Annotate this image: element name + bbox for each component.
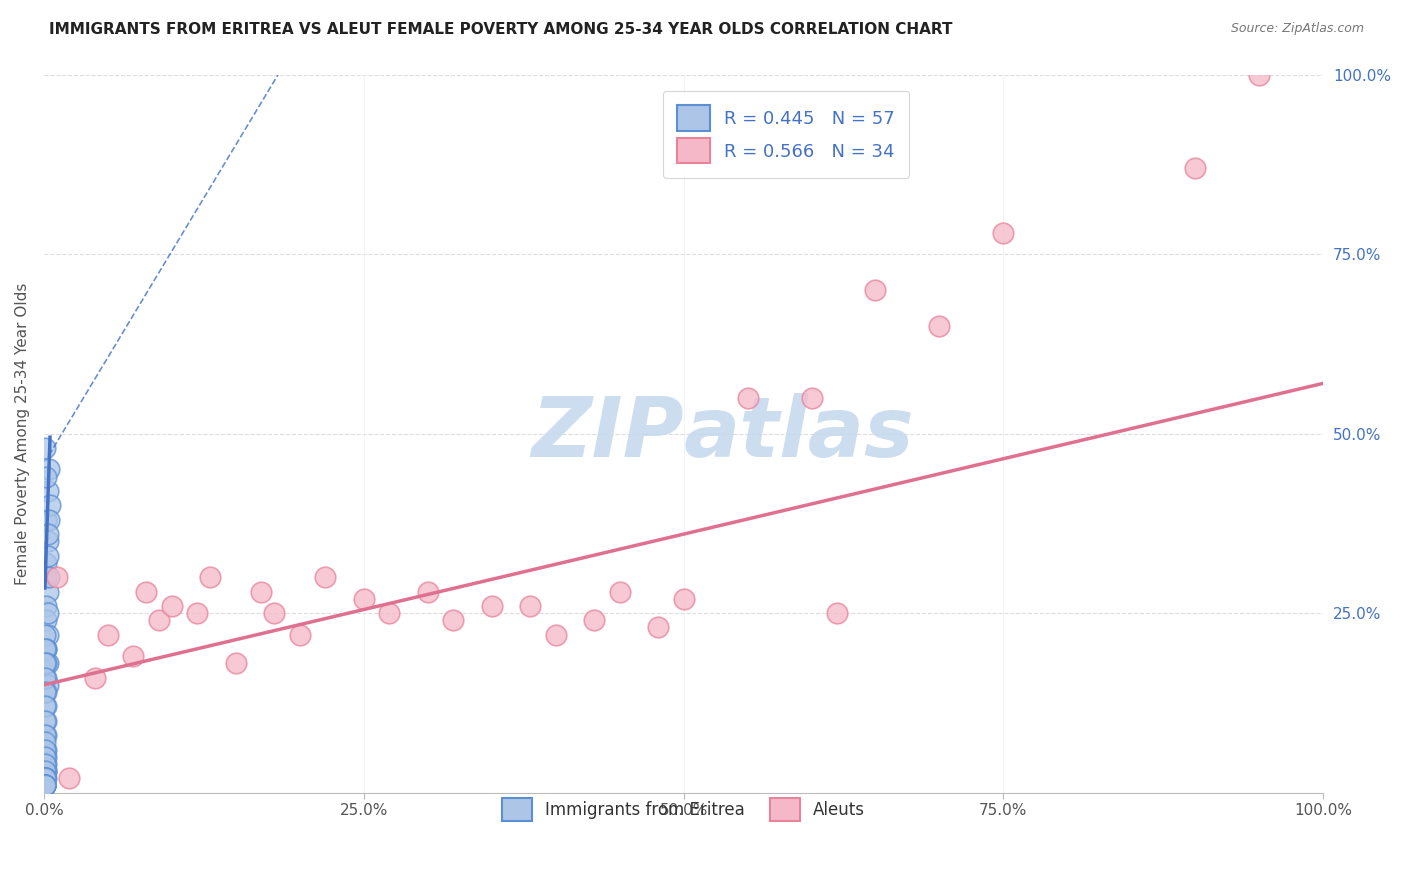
- Point: [1249, 68, 1271, 82]
- Point: [800, 391, 823, 405]
- Y-axis label: Female Poverty Among 25-34 Year Olds: Female Poverty Among 25-34 Year Olds: [15, 283, 30, 585]
- Point: [58, 772, 80, 786]
- Point: [38, 462, 60, 476]
- Point: [37, 549, 59, 563]
- Point: [225, 657, 247, 671]
- Point: [34, 628, 56, 642]
- Point: [865, 283, 887, 297]
- Point: [481, 599, 503, 613]
- Text: Source: ZipAtlas.com: Source: ZipAtlas.com: [1230, 22, 1364, 36]
- Point: [647, 620, 669, 634]
- Point: [35, 685, 58, 699]
- Point: [38, 570, 60, 584]
- Point: [34, 779, 56, 793]
- Point: [993, 226, 1015, 240]
- Point: [825, 606, 848, 620]
- Point: [34, 699, 56, 714]
- Text: atlas: atlas: [683, 393, 914, 474]
- Point: [37, 657, 59, 671]
- Point: [672, 591, 695, 606]
- Point: [35, 599, 58, 613]
- Point: [35, 657, 58, 671]
- Point: [250, 584, 273, 599]
- Point: [200, 570, 222, 584]
- Point: [34, 756, 56, 771]
- Point: [35, 657, 58, 671]
- Point: [34, 772, 56, 786]
- Point: [928, 318, 950, 333]
- Point: [97, 628, 120, 642]
- Point: [37, 584, 59, 599]
- Point: [37, 527, 59, 541]
- Point: [186, 606, 208, 620]
- Point: [38, 513, 60, 527]
- Point: [34, 642, 56, 657]
- Point: [582, 613, 605, 627]
- Point: [353, 591, 375, 606]
- Point: [34, 657, 56, 671]
- Point: [84, 671, 107, 685]
- Point: [34, 742, 56, 756]
- Point: [37, 483, 59, 498]
- Point: [35, 556, 58, 570]
- Point: [35, 749, 58, 764]
- Point: [544, 628, 567, 642]
- Point: [34, 764, 56, 778]
- Point: [35, 699, 58, 714]
- Point: [34, 685, 56, 699]
- Point: [148, 613, 170, 627]
- Point: [35, 671, 58, 685]
- Point: [35, 642, 58, 657]
- Point: [288, 628, 311, 642]
- Text: ZIP: ZIP: [531, 393, 683, 474]
- Point: [737, 391, 759, 405]
- Legend: Immigrants from Eritrea, Aleuts: Immigrants from Eritrea, Aleuts: [488, 784, 879, 835]
- Point: [378, 606, 401, 620]
- Point: [34, 671, 56, 685]
- Point: [35, 613, 58, 627]
- Point: [35, 513, 58, 527]
- Point: [35, 570, 58, 584]
- Point: [35, 728, 58, 742]
- Point: [39, 499, 62, 513]
- Point: [35, 764, 58, 778]
- Point: [314, 570, 336, 584]
- Point: [34, 749, 56, 764]
- Point: [609, 584, 631, 599]
- Point: [35, 469, 58, 483]
- Point: [122, 649, 145, 664]
- Point: [416, 584, 439, 599]
- Point: [37, 534, 59, 549]
- Point: [35, 642, 58, 657]
- Point: [1184, 161, 1206, 175]
- Point: [35, 764, 58, 778]
- Point: [45, 570, 67, 584]
- Point: [34, 779, 56, 793]
- Point: [263, 606, 285, 620]
- Point: [35, 742, 58, 756]
- Point: [160, 599, 183, 613]
- Point: [34, 714, 56, 728]
- Point: [35, 772, 58, 786]
- Point: [37, 628, 59, 642]
- Point: [37, 678, 59, 692]
- Point: [34, 772, 56, 786]
- Point: [34, 441, 56, 455]
- Text: IMMIGRANTS FROM ERITREA VS ALEUT FEMALE POVERTY AMONG 25-34 YEAR OLDS CORRELATIO: IMMIGRANTS FROM ERITREA VS ALEUT FEMALE …: [49, 22, 953, 37]
- Point: [441, 613, 464, 627]
- Point: [34, 779, 56, 793]
- Point: [34, 779, 56, 793]
- Point: [35, 756, 58, 771]
- Point: [37, 606, 59, 620]
- Point: [135, 584, 157, 599]
- Point: [519, 599, 541, 613]
- Point: [34, 779, 56, 793]
- Point: [35, 714, 58, 728]
- Point: [34, 772, 56, 786]
- Point: [34, 735, 56, 749]
- Point: [34, 728, 56, 742]
- Point: [34, 772, 56, 786]
